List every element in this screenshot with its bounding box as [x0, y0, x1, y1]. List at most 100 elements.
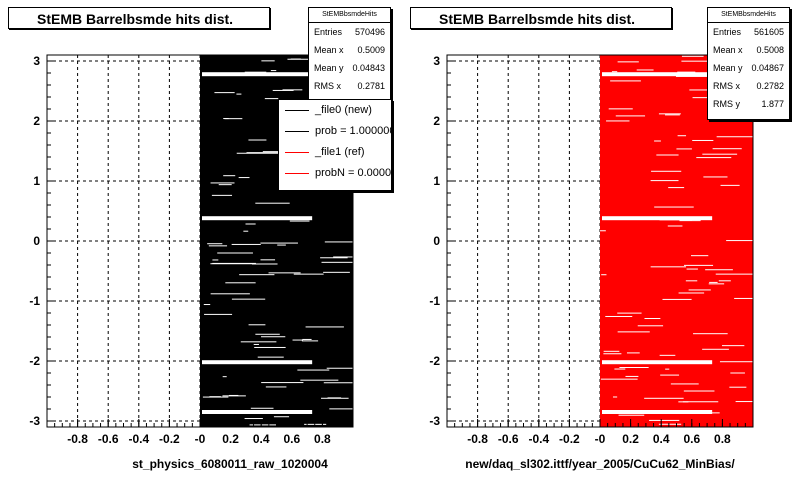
left-hits-gap-speckle	[293, 273, 324, 275]
left-hits-gap-band	[202, 360, 313, 365]
right-hits-gap-speckle	[612, 396, 618, 398]
left-hits-gap-speckle	[289, 220, 310, 222]
right-hits-gap-speckle	[675, 75, 715, 77]
right-hits-gap-speckle	[619, 367, 649, 369]
legend-entry-file1: _file1 (ref)	[279, 142, 391, 163]
left-hits-gap-speckle	[265, 386, 287, 388]
right-hits-gap-speckle	[659, 354, 676, 356]
left-hits-gap-speckle	[239, 274, 275, 276]
left-hits-gap-band	[202, 216, 313, 221]
left-hits-gap-speckle	[301, 340, 319, 342]
left-x-tick-label: -0.2	[159, 432, 180, 446]
left-chart-title: StEMB Barrelbsmde hits dist.	[8, 7, 270, 29]
right-x-axis-label: new/daq_sl302.ittf/year_2005/CuCu62_MinB…	[465, 457, 735, 471]
left-hits-gap-speckle	[240, 341, 277, 343]
left-x-tick-label: 0.6	[283, 432, 300, 446]
left-hits-gap-speckle	[323, 382, 353, 384]
left-hits-gap-speckle	[300, 379, 339, 381]
left-hits-gap-speckle	[207, 243, 223, 245]
left-hits-gap-speckle	[218, 184, 232, 186]
left-hits-gap-speckle	[209, 396, 221, 398]
right-hits-gap-speckle	[692, 139, 714, 141]
left-hits-gap-speckle	[210, 293, 250, 295]
left-hits-gap-speckle	[329, 408, 353, 410]
left-hits-gap-speckle	[323, 271, 350, 273]
left-x-tick-label: 0.4	[253, 432, 270, 446]
right-hits-gap-speckle	[603, 353, 622, 355]
right-hits-gap-speckle	[708, 283, 725, 285]
left-hits-gap-speckle	[287, 58, 325, 60]
right-x-tick-label: -0.8	[467, 432, 488, 446]
right-y-tick-label: -1	[429, 294, 440, 308]
left-hits-gap-speckle	[253, 343, 259, 345]
left-hits-gap-speckle	[272, 89, 294, 91]
left-stats-row-entries: Entries 570496	[314, 27, 385, 37]
legend-entry-probn: probN = 0.000000	[279, 163, 391, 184]
right-hits-gap-speckle	[615, 115, 646, 117]
left-stats-row-rms-x: RMS x 0.2781	[314, 81, 385, 91]
left-stats-box: StEMBbsmdeHits Entries 570496 Mean x 0.500…	[308, 7, 391, 102]
left-x-tick-label: -0.4	[128, 432, 149, 446]
right-hits-gap-speckle	[637, 325, 664, 327]
left-hits-gap-speckle	[238, 177, 250, 179]
right-hits-gap-speckle	[654, 140, 661, 142]
right-hits-gap-speckle	[721, 345, 745, 347]
legend-entry-prob: prob = 1.000000	[279, 121, 391, 142]
left-hits-gap-speckle	[270, 70, 277, 72]
right-y-tick-label: 0	[433, 234, 440, 248]
left-hits-gap-speckle	[210, 263, 254, 265]
right-hits-gap-band	[602, 410, 713, 414]
left-hits-gap-speckle	[273, 416, 290, 418]
right-stats-box: StEMBbsmdeHits Entries 561605 Mean x 0.500…	[707, 7, 790, 120]
left-hits-gap-speckle	[268, 272, 301, 274]
right-hits-gap-speckle	[626, 352, 640, 354]
right-hits-gap-speckle	[644, 397, 684, 399]
right-hits-gap-speckle	[608, 108, 633, 110]
right-hits-gap-speckle	[691, 255, 709, 257]
right-hits-gap-speckle	[703, 176, 728, 178]
left-hits-gap-speckle	[236, 93, 242, 95]
right-hits-gap-speckle	[610, 80, 641, 82]
right-hits-gap-speckle	[683, 390, 715, 392]
right-hits-gap-speckle	[662, 298, 692, 300]
right-hits-gap-speckle	[611, 71, 618, 73]
left-y-tick-label: -2	[29, 354, 40, 368]
left-x-tick-label: 0.8	[314, 432, 331, 446]
left-stats-title: StEMBbsmdeHits	[309, 8, 390, 23]
right-x-tick-label: -0.6	[498, 432, 519, 446]
right-y-tick-label: 2	[433, 114, 440, 128]
left-hits-gap-speckle	[282, 89, 303, 91]
left-hits-gap-speckle	[203, 304, 211, 306]
left-x-tick-label: -0	[195, 432, 206, 446]
left-hits-gap-speckle	[217, 252, 253, 254]
left-hits-gap-speckle	[245, 223, 256, 225]
right-hits-gap-speckle	[618, 414, 645, 416]
left-y-tick-label: 0	[33, 234, 40, 248]
right-hits-gap-speckle	[681, 60, 708, 62]
right-hits-gap-speckle	[688, 289, 711, 291]
right-x-tick-label: -0.4	[528, 432, 549, 446]
right-hits-gap-speckle	[606, 120, 630, 122]
right-hits-gap-speckle	[719, 361, 753, 363]
left-hits-gap-speckle	[292, 339, 303, 341]
right-y-tick-label: -3	[429, 414, 440, 428]
left-hits-gap-speckle	[236, 152, 279, 154]
legend-line-red	[285, 173, 309, 174]
right-y-tick-label: 1	[433, 174, 440, 188]
left-hits-gap-speckle	[243, 230, 249, 232]
left-x-tick-label: 0.2	[222, 432, 239, 446]
right-x-tick-label: 0.4	[653, 432, 670, 446]
right-stats-row-rms-x: RMS x 0.2782	[713, 81, 784, 91]
left-stats-row-mean-y: Mean y 0.04843	[314, 63, 385, 73]
left-hits-gap-speckle	[222, 376, 227, 378]
right-hits-gap-band	[602, 72, 713, 77]
right-hits-gap-speckle	[712, 148, 742, 150]
left-hits-gap-speckle	[224, 118, 243, 120]
left-hits-gap-speckle	[261, 382, 304, 384]
right-hits-gap-speckle	[685, 280, 698, 282]
left-hits-gap-speckle	[225, 282, 256, 284]
right-hits-gap-speckle	[720, 184, 740, 186]
right-stats-row-mean-y: Mean y 0.04867	[713, 63, 784, 73]
left-hits-gap-speckle	[305, 326, 344, 328]
right-hits-gap-speckle	[665, 368, 670, 370]
